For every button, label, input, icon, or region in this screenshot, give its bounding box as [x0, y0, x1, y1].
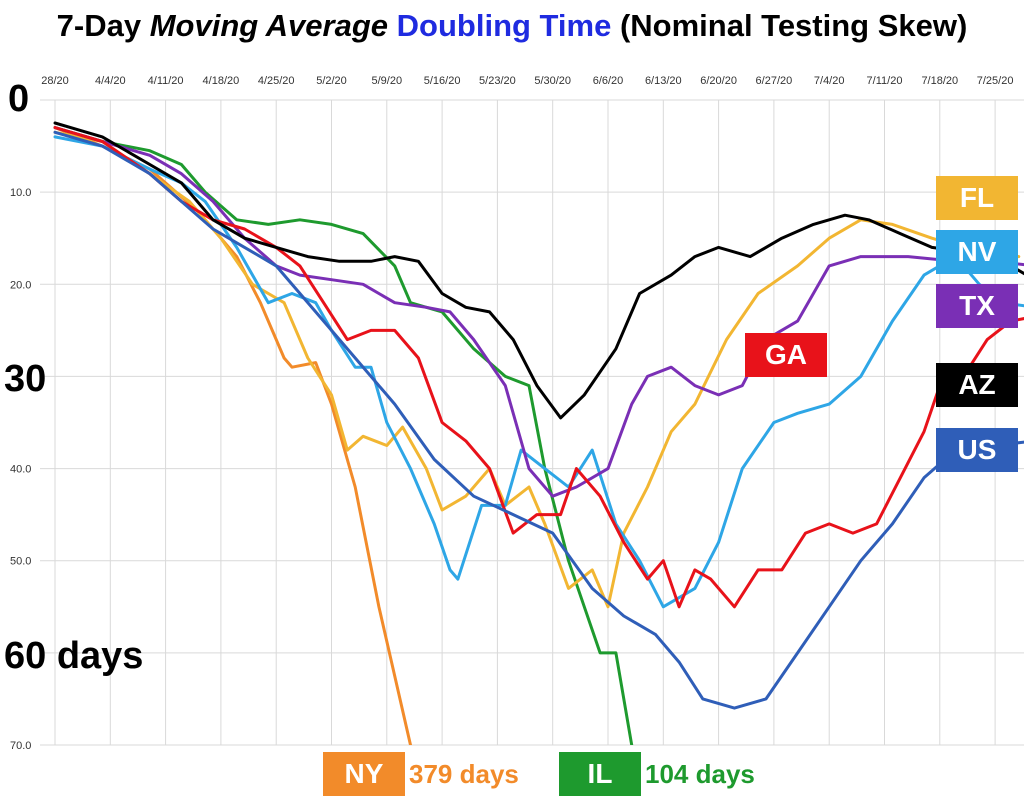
- callout-fl: FL: [936, 176, 1018, 220]
- x-tick-label: 7/18/20: [921, 75, 958, 87]
- x-tick-label: 4/18/20: [203, 75, 240, 87]
- x-tick-label: 6/27/20: [756, 75, 793, 87]
- series-line-az: [53, 121, 1024, 420]
- callout-us: US: [936, 428, 1018, 472]
- y-tick-label: 70.0: [10, 740, 31, 752]
- grid-lines: [40, 99, 1024, 746]
- callout-ga: GA: [745, 333, 827, 377]
- x-tick-label: 4/25/20: [258, 75, 295, 87]
- y-tick-label: 40.0: [10, 464, 31, 476]
- x-tick-label: 6/20/20: [700, 75, 737, 87]
- y-label-zero: 0: [8, 78, 30, 120]
- y-label-thirty: 30: [4, 358, 47, 400]
- series-line-ga: [53, 126, 1024, 609]
- ny-days: 379 days: [409, 759, 519, 789]
- x-tick-label: 5/2/20: [316, 75, 347, 87]
- title-part1: 7-Day: [56, 8, 150, 43]
- series-line-ny: [53, 126, 413, 745]
- x-tick-label: 6/6/20: [593, 75, 624, 87]
- y-tick-labels: 10.0 20.0 40.0 50.0 70.0: [10, 187, 31, 752]
- title-part2: (Nominal Testing Skew): [611, 8, 968, 43]
- series-lines: [53, 121, 1024, 745]
- y-tick-label: 20.0: [10, 279, 31, 291]
- x-tick-label: 4/11/20: [148, 75, 184, 87]
- callout-nv: NV: [936, 230, 1018, 274]
- x-tick-label: 5/30/20: [534, 75, 571, 87]
- title-blue: Doubling Time: [388, 8, 612, 43]
- x-tick-label: 7/11/20: [867, 75, 903, 87]
- chart-title: 7-Day Moving Average Doubling Time (Nomi…: [0, 8, 1024, 44]
- series-line-nv: [53, 135, 1024, 609]
- callout-az: AZ: [936, 363, 1018, 407]
- x-tick-label: 5/16/20: [424, 75, 461, 87]
- x-tick-label: 6/13/20: [645, 75, 682, 87]
- series-line-fl: [53, 130, 1021, 609]
- x-tick-label: 28/20: [41, 75, 69, 87]
- y-tick-label: 50.0: [10, 556, 31, 568]
- series-line-tx: [53, 126, 1024, 498]
- x-tick-label: 4/4/20: [95, 75, 126, 87]
- x-tick-label: 5/23/20: [479, 75, 516, 87]
- x-tick-labels: 28/20 4/4/20 4/11/20 4/18/20 4/25/20 5/2/20 5/…: [41, 75, 1013, 87]
- series-line-il: [53, 126, 634, 745]
- callout-il: IL: [559, 752, 641, 796]
- y-label-sixty: 60 days: [4, 635, 144, 677]
- x-tick-label: 5/9/20: [372, 75, 403, 87]
- x-tick-label: 7/25/20: [977, 75, 1014, 87]
- callout-tx: TX: [936, 284, 1018, 328]
- title-italic: Moving Average: [149, 8, 389, 43]
- callout-ny: NY: [323, 752, 405, 796]
- series-line-us: [53, 130, 1024, 710]
- x-tick-label: 7/4/20: [814, 75, 845, 87]
- il-days: 104 days: [645, 759, 755, 789]
- y-tick-label: 10.0: [10, 187, 31, 199]
